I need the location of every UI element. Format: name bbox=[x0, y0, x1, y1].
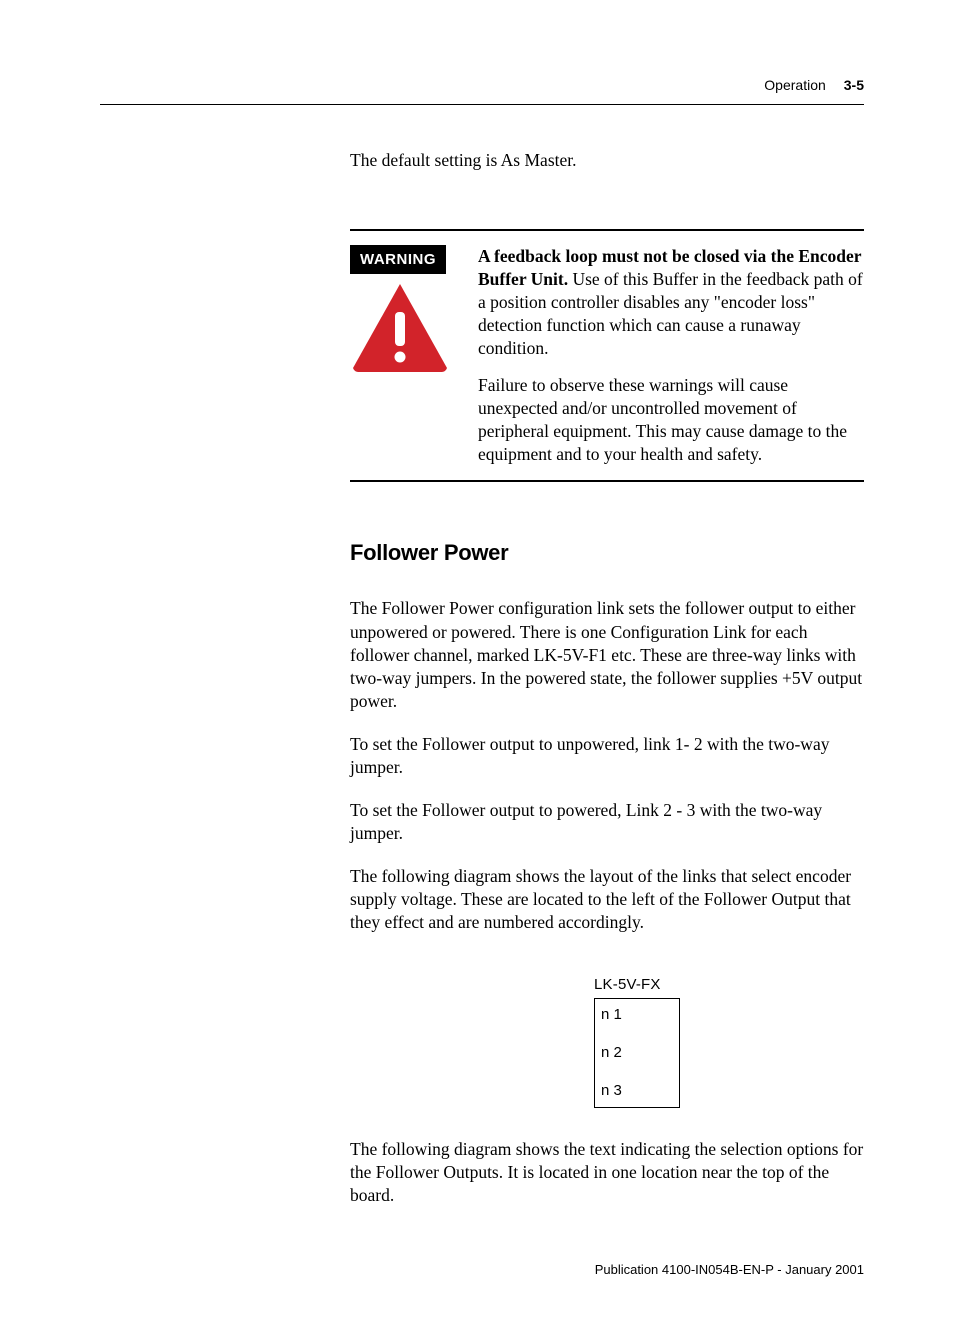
running-header: Operation 3-5 bbox=[100, 76, 864, 94]
follower-p2: To set the Follower output to unpowered,… bbox=[350, 733, 864, 779]
publication-footer: Publication 4100-IN054B-EN-P - January 2… bbox=[100, 1261, 864, 1278]
header-section: Operation bbox=[764, 76, 825, 94]
header-rule bbox=[100, 104, 864, 105]
follower-p3: To set the Follower output to powered, L… bbox=[350, 799, 864, 845]
warning-block: WARNING A feedback loop must not be clos… bbox=[350, 229, 864, 483]
follower-p4: The following diagram shows the layout o… bbox=[350, 865, 864, 934]
header-page-number: 3-5 bbox=[844, 76, 864, 94]
link-diagram: LK-5V-FX n 1 n 2 n 3 bbox=[350, 975, 864, 1108]
link-row-2: n 2 bbox=[601, 1043, 673, 1063]
warning-bottom-rule bbox=[350, 480, 864, 482]
section-heading-follower-power: Follower Power bbox=[350, 538, 864, 567]
link-diagram-box: n 1 n 2 n 3 bbox=[594, 998, 680, 1107]
link-row-1: n 1 bbox=[601, 1005, 673, 1025]
link-row-3: n 3 bbox=[601, 1081, 673, 1101]
follower-p1: The Follower Power configuration link se… bbox=[350, 597, 864, 712]
warning-triangle-icon bbox=[350, 282, 450, 372]
warning-excl-dot bbox=[395, 352, 406, 363]
warning-paragraph-2: Failure to observe these warnings will c… bbox=[478, 374, 864, 466]
link-diagram-title: LK-5V-FX bbox=[594, 975, 680, 995]
after-diagram-paragraph: The following diagram shows the text ind… bbox=[350, 1138, 864, 1207]
intro-paragraph: The default setting is As Master. bbox=[350, 149, 864, 172]
warning-badge: WARNING bbox=[350, 245, 446, 275]
warning-paragraph-1: A feedback loop must not be closed via t… bbox=[478, 245, 864, 360]
warning-excl-bar bbox=[395, 312, 405, 346]
